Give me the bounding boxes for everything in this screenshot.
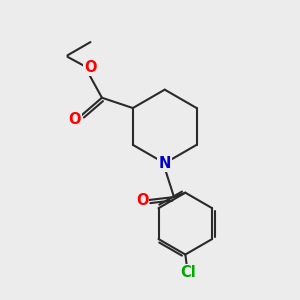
Text: O: O: [84, 60, 96, 75]
Text: O: O: [136, 193, 148, 208]
Text: N: N: [158, 156, 171, 171]
Text: O: O: [69, 112, 81, 127]
Text: Cl: Cl: [180, 265, 196, 280]
